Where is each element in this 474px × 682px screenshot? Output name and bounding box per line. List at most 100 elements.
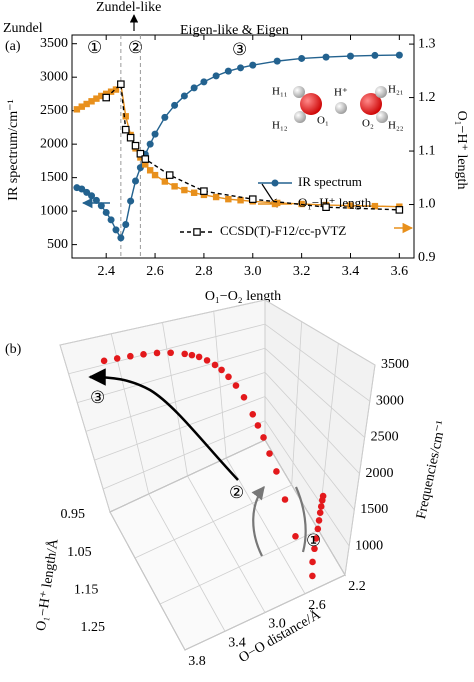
marker [83,188,91,196]
grid-line [213,311,227,459]
y-tick-label: 1500 [40,170,68,185]
grid-line [264,347,365,438]
legend-marker [193,228,201,236]
point [316,509,324,517]
marker [180,92,188,100]
marker [78,103,85,110]
marker [141,155,150,163]
x-tick-label: 2.6 [308,598,326,613]
point [195,353,203,361]
panel-label: (b) [5,342,22,357]
marker [127,197,135,205]
arrow [251,485,265,557]
y-tick-label: 3500 [40,36,68,51]
marker [92,196,100,204]
grid-line [59,344,111,513]
grid-line [109,439,266,513]
marker [237,64,245,72]
marker [165,171,174,179]
point [140,351,147,358]
marker [161,113,169,121]
z-tick-label: 3000 [376,393,404,408]
marker [212,193,220,201]
marker [273,57,281,65]
marker [225,195,232,203]
grid-line [264,420,350,547]
marker [98,92,105,100]
grid-line [59,299,266,346]
z-tick-label: 1500 [360,502,388,517]
marker [190,189,198,196]
series-line [76,54,400,240]
grid-line [264,439,346,576]
annotation: ② [128,38,143,58]
annotation: Eigen-like & Eigen [180,23,289,38]
marker [171,183,178,190]
marker [126,133,135,142]
y-axis-title: O₁−H⁺ length/Å [33,537,62,632]
marker [298,54,306,62]
point [113,355,121,362]
grid-line [134,484,292,559]
annotation: ③ [90,388,105,408]
marker [93,95,100,102]
arrow [294,486,307,553]
marker [371,202,379,210]
marker [371,51,379,59]
marker [237,197,244,204]
annotation: ③ [232,40,247,60]
grid-line [68,323,266,375]
grid-line [184,574,346,651]
marker [249,61,257,69]
marker [132,177,140,185]
y-tick-label: 500 [47,237,68,252]
point [127,352,134,360]
annotation: ① [87,38,102,58]
point [218,366,225,374]
x-tick-label: 2.2 [348,579,366,594]
point [188,351,196,359]
y-tick-label: 0.95 [61,507,86,522]
y-tick-label: 1.15 [74,583,99,598]
x-tick-label: 2.8 [195,264,213,279]
marker [73,106,81,113]
legend-label: O₁−H⁺ length [298,195,372,210]
y-tick-label: 1.25 [81,620,106,635]
marker [102,208,110,216]
marker [131,141,140,150]
point [281,496,289,503]
annotation: ② [229,483,244,503]
marker [88,192,96,200]
point [315,517,323,524]
annotation: ① [306,531,321,551]
grid-line [291,321,303,486]
marker [107,88,115,95]
point [318,496,326,504]
y-tick-label: 2000 [40,136,68,151]
panel-b: 2.2 2.6 3.0 3.4 3.8 0.95 1.05 1.15 1.25 1000 1500 2… [59,299,409,669]
marker [322,53,330,61]
atom-label: H⁺ [334,87,348,99]
grid-line [162,322,188,477]
point [260,434,267,441]
point [317,503,325,510]
marker [78,185,86,193]
marker [190,84,198,92]
marker [83,100,90,108]
point [292,533,299,540]
annotation: Zundel [3,21,43,36]
legend-label: IR spectrum [298,174,362,189]
marker [136,149,145,158]
x-tick-label: 3.8 [188,654,206,669]
atom-label: H₂₂ [388,120,404,132]
marker [122,113,129,120]
grid-line [94,396,266,461]
point [211,361,219,369]
plot-frame [71,34,415,259]
z-axis-title: Frequencies/cm⁻¹ [414,419,450,520]
marker [107,216,115,224]
grid-line [264,323,371,402]
marker [142,161,149,168]
grid-line [102,420,266,490]
